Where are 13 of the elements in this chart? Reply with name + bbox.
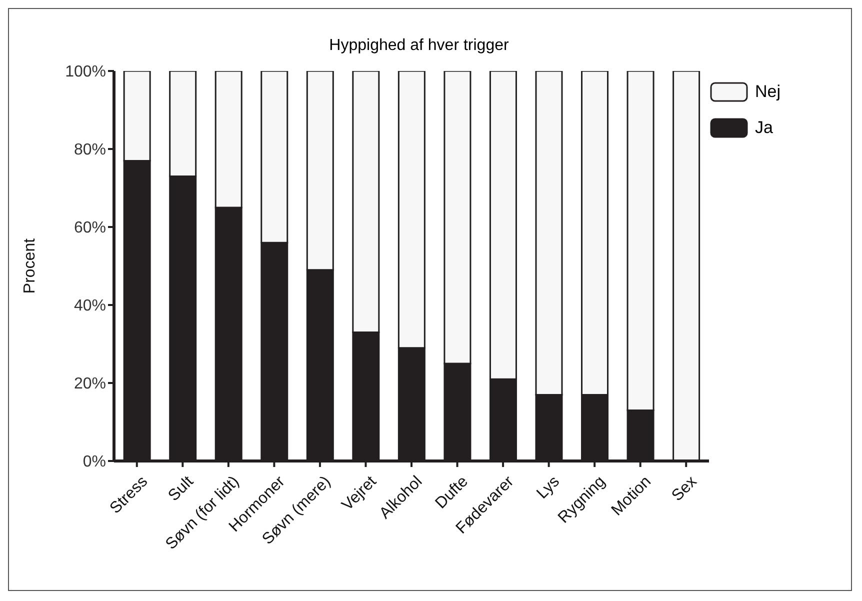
y-tick-label: 100% [65, 64, 106, 81]
x-tick-label: Sult [165, 472, 198, 505]
y-tick-label: 20% [74, 376, 106, 393]
y-tick-label: 60% [74, 220, 106, 237]
y-axis-title: Procent [22, 238, 39, 294]
legend-label: Ja [755, 118, 773, 138]
y-tick-label: 0% [82, 454, 106, 471]
y-tick-label: 40% [74, 298, 106, 315]
x-tick-label: Lys [534, 473, 563, 502]
legend-label: Nej [755, 82, 781, 102]
y-tick-label: 80% [74, 142, 106, 159]
chart-title: Hyppighed af hver trigger [328, 37, 510, 55]
x-tick-label: Sex [668, 473, 700, 505]
